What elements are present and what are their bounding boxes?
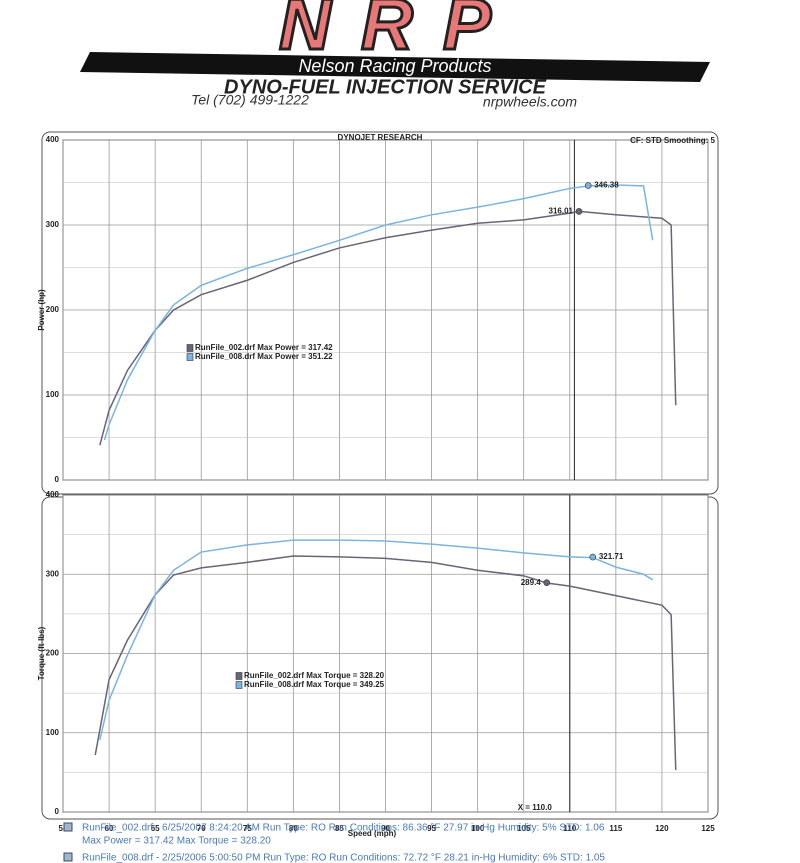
x-tick-label: 75: [243, 824, 252, 833]
y-tick-label: 0: [55, 475, 60, 484]
annotation-point: [543, 579, 551, 586]
checkbox[interactable]: [63, 852, 73, 862]
annotation-label: 289.4: [521, 578, 542, 587]
x-axis-label: Speed (mph): [348, 829, 397, 838]
y-tick-label: 100: [46, 390, 60, 399]
annotation-point: [589, 553, 597, 561]
footer-line: RunFile_002.drf - 6/25/2007 8:24:20 AM R…: [82, 823, 605, 834]
annotation-label: 346.38: [594, 181, 619, 190]
series-line: [99, 539, 654, 741]
y-tick-label: 400: [46, 490, 60, 499]
y-tick-label: 300: [46, 569, 60, 578]
y-tick-label: 200: [46, 305, 60, 314]
annotation-label: 321.71: [599, 552, 624, 561]
footer: RunFile_002.drf - 6/25/2007 8:24:20 AM R…: [63, 822, 605, 863]
logo-text: NRP: [279, 0, 521, 65]
chart-frame: [41, 131, 719, 495]
x-tick-label: 55: [59, 824, 68, 833]
x-tick-label: 110: [563, 824, 576, 833]
annotation-point: [584, 182, 592, 189]
series-line: [103, 184, 654, 441]
x-tick-label: 90: [381, 824, 390, 833]
legend-entry: RunFile_002.drf Max Power = 317.42: [195, 343, 333, 352]
x-tick-label: 60: [105, 824, 114, 833]
x-tick-label: 70: [197, 824, 206, 833]
chart-title: DYNOJET RESEARCH: [338, 133, 423, 142]
y-axis-label: Torque (ft-lbs): [37, 626, 46, 680]
footer-line: RunFile_008.drf - 2/25/2006 5:00:50 PM R…: [82, 853, 605, 863]
footer-line: Max Power = 317.42 Max Torque = 328.20: [82, 836, 271, 847]
y-tick-label: 400: [46, 135, 60, 144]
x-tick-label: 65: [151, 824, 160, 833]
phone: Tel (702) 499-1222: [191, 92, 309, 108]
y-tick-label: 100: [46, 728, 60, 737]
annotation-point: [575, 208, 583, 215]
x-tick-label: 105: [517, 824, 531, 833]
service-text: DYNO-FUEL INJECTION SERVICE: [224, 76, 547, 98]
y-tick-label: 200: [46, 649, 60, 658]
legend-entry: RunFile_002.drf Max Torque = 328.20: [244, 671, 385, 680]
cursor-label: X = 110.0: [518, 803, 553, 812]
legend-swatch: [186, 353, 194, 361]
x-tick-label: 80: [289, 824, 298, 833]
legend-swatch: [235, 672, 243, 680]
logo: NRP Nelson Racing Products DYNO-FUEL INJ…: [80, 0, 710, 110]
website: nrpwheels.com: [483, 94, 577, 110]
x-tick-label: 100: [471, 824, 485, 833]
checkbox[interactable]: [63, 822, 73, 832]
legend-entry: RunFile_008.drf Max Power = 351.22: [195, 352, 333, 361]
legend-swatch: [186, 344, 194, 352]
legend-entry: RunFile_008.drf Max Torque = 349.25: [244, 680, 385, 689]
y-tick-label: 300: [46, 220, 60, 229]
x-tick-label: 120: [655, 824, 669, 833]
x-tick-label: 125: [701, 824, 715, 833]
x-tick-label: 95: [427, 824, 436, 833]
x-tick-label: 115: [609, 824, 622, 833]
legend-swatch: [235, 681, 243, 689]
annotation-label: 316.01: [549, 207, 574, 216]
chart-subtitle: CF: STD Smoothing: 5: [630, 136, 715, 145]
banner: [80, 52, 710, 82]
x-tick-label: 85: [335, 824, 344, 833]
company-name: Nelson Racing Products: [298, 56, 491, 76]
y-axis-label: Power (hp): [37, 289, 46, 331]
y-tick-label: 0: [55, 807, 60, 816]
